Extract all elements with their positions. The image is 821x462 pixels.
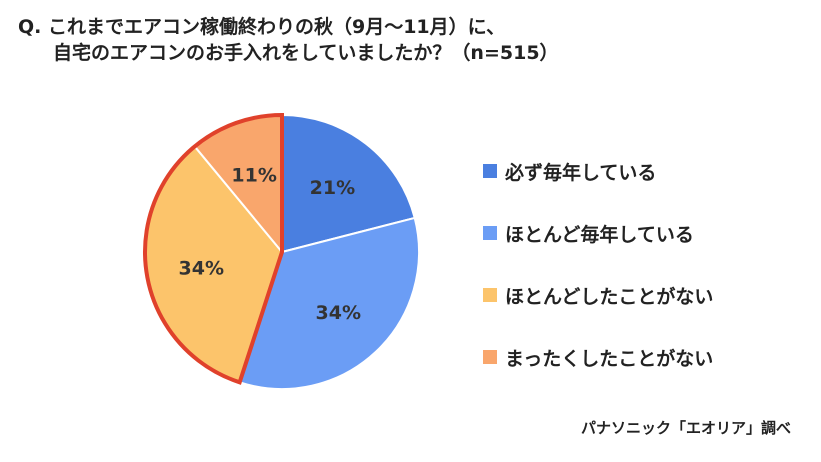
pie-slice <box>281 113 416 254</box>
legend-swatch <box>483 226 497 240</box>
slice-data-label: 34% <box>316 302 361 324</box>
question-line-1: Q. これまでエアコン稼働終わりの秋（9月～11月）に、 <box>18 16 506 38</box>
legend-label: 必ず毎年している <box>505 161 657 184</box>
legend-swatch <box>483 350 497 364</box>
legend-item: ほとんどしたことがない <box>483 264 713 326</box>
slice-data-label: 34% <box>179 257 224 279</box>
source-note: パナソニック「エオリア」調べ <box>580 419 791 437</box>
legend-item: まったくしたことがない <box>483 326 713 388</box>
pie-slice <box>238 216 420 390</box>
question-line-2: 自宅のエアコンのお手入れをしていましたか？（n=515） <box>53 42 559 64</box>
legend-label: まったくしたことがない <box>505 347 714 370</box>
question-text: Q. これまでエアコン稼働終わりの秋（9月～11月）に、 自宅のエアコンのお手入… <box>18 14 559 66</box>
slice-data-label: 11% <box>231 165 276 187</box>
legend-item: 必ず毎年している <box>483 140 713 202</box>
legend-item: ほとんど毎年している <box>483 202 713 264</box>
legend-swatch <box>483 164 497 178</box>
legend-label: ほとんどしたことがない <box>505 285 714 308</box>
slice-data-label: 21% <box>310 177 355 199</box>
legend: 必ず毎年している ほとんど毎年している ほとんどしたことがない まったくしたこと… <box>483 140 713 388</box>
highlight-outline <box>143 112 284 385</box>
legend-label: ほとんど毎年している <box>505 223 694 246</box>
legend-swatch <box>483 288 497 302</box>
